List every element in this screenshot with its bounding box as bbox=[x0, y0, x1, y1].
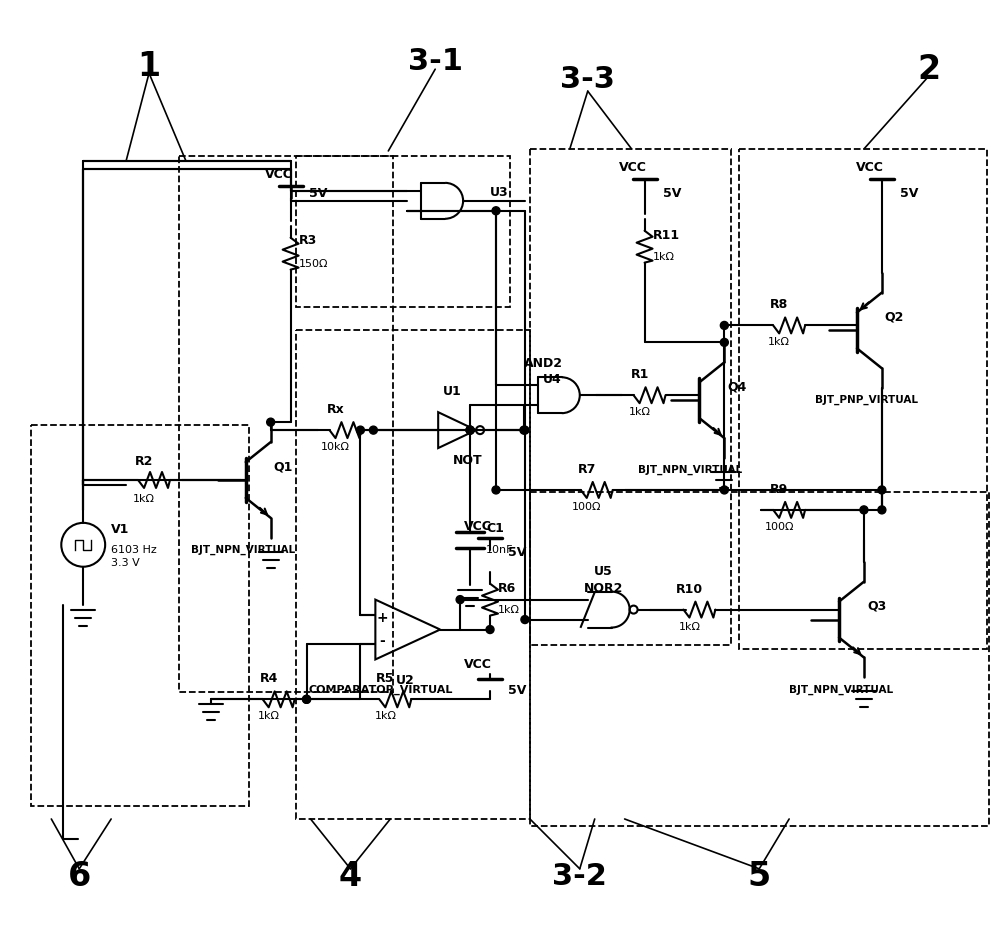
Text: NOR2: NOR2 bbox=[584, 582, 623, 595]
Text: 4: 4 bbox=[339, 860, 362, 893]
Circle shape bbox=[521, 426, 529, 434]
Text: U1: U1 bbox=[443, 385, 462, 398]
Text: U5: U5 bbox=[594, 565, 613, 578]
Bar bbox=[31, 425, 249, 806]
Text: U3: U3 bbox=[490, 186, 509, 199]
Text: 5V: 5V bbox=[663, 187, 681, 200]
Text: 5V: 5V bbox=[508, 684, 526, 698]
Circle shape bbox=[303, 696, 311, 703]
Circle shape bbox=[520, 426, 528, 434]
Text: 10nF: 10nF bbox=[486, 545, 514, 555]
Circle shape bbox=[267, 418, 275, 426]
Text: 100Ω: 100Ω bbox=[764, 522, 794, 531]
Text: VCC: VCC bbox=[856, 160, 884, 174]
Text: Q3: Q3 bbox=[867, 599, 886, 613]
Text: VCC: VCC bbox=[265, 168, 293, 181]
Text: Q4: Q4 bbox=[727, 380, 747, 394]
Bar bbox=[296, 156, 510, 308]
Text: 5V: 5V bbox=[508, 546, 526, 559]
Text: R4: R4 bbox=[259, 672, 278, 685]
Circle shape bbox=[492, 207, 500, 214]
Text: U2: U2 bbox=[396, 674, 415, 687]
Text: BJT_NPN_VIRTUAL: BJT_NPN_VIRTUAL bbox=[789, 684, 893, 695]
Text: R5: R5 bbox=[376, 672, 395, 685]
Text: 10kΩ: 10kΩ bbox=[321, 442, 350, 452]
Circle shape bbox=[466, 426, 474, 434]
Text: 100Ω: 100Ω bbox=[572, 502, 601, 512]
Text: 3-3: 3-3 bbox=[560, 64, 615, 93]
Text: 1kΩ: 1kΩ bbox=[133, 494, 155, 504]
Text: 5: 5 bbox=[748, 860, 771, 893]
Text: U4: U4 bbox=[542, 373, 561, 386]
Text: COMPARATOR_VIRTUAL: COMPARATOR_VIRTUAL bbox=[308, 684, 453, 695]
Text: 1kΩ: 1kΩ bbox=[653, 252, 675, 261]
Circle shape bbox=[356, 426, 364, 434]
Text: -: - bbox=[379, 634, 385, 649]
Text: 2: 2 bbox=[917, 53, 940, 86]
Circle shape bbox=[878, 506, 886, 514]
Text: C1: C1 bbox=[486, 522, 504, 535]
Circle shape bbox=[720, 322, 728, 329]
Circle shape bbox=[720, 486, 728, 494]
Text: 5V: 5V bbox=[900, 187, 918, 200]
Text: VCC: VCC bbox=[464, 520, 492, 532]
Text: 6: 6 bbox=[68, 860, 91, 893]
Text: +: + bbox=[377, 611, 388, 625]
Text: 1kΩ: 1kΩ bbox=[678, 621, 700, 632]
Bar bbox=[530, 492, 989, 826]
Text: R6: R6 bbox=[498, 582, 516, 595]
Text: R9: R9 bbox=[770, 483, 788, 496]
Text: 3-2: 3-2 bbox=[552, 862, 607, 891]
Text: V1: V1 bbox=[111, 523, 130, 536]
Circle shape bbox=[720, 338, 728, 346]
Text: 1: 1 bbox=[137, 50, 161, 83]
Circle shape bbox=[492, 486, 500, 494]
Text: R8: R8 bbox=[770, 298, 788, 312]
Text: 3.3 V: 3.3 V bbox=[111, 558, 140, 567]
Text: 1kΩ: 1kΩ bbox=[629, 407, 651, 417]
Text: R10: R10 bbox=[676, 582, 703, 596]
Text: VCC: VCC bbox=[619, 160, 647, 174]
Text: 3-1: 3-1 bbox=[408, 46, 463, 76]
Text: NOT: NOT bbox=[453, 454, 483, 467]
Text: BJT_NPN_VIRTUAL: BJT_NPN_VIRTUAL bbox=[638, 465, 742, 475]
Text: Rx: Rx bbox=[327, 403, 344, 416]
Text: R11: R11 bbox=[653, 228, 680, 242]
Text: R3: R3 bbox=[299, 234, 317, 246]
Circle shape bbox=[878, 486, 886, 494]
Text: Q1: Q1 bbox=[274, 460, 293, 473]
Text: Q2: Q2 bbox=[885, 311, 904, 324]
Circle shape bbox=[456, 596, 464, 603]
Text: VCC: VCC bbox=[464, 658, 492, 671]
Bar bbox=[179, 156, 393, 692]
Circle shape bbox=[521, 615, 529, 624]
Text: 6103 Hz: 6103 Hz bbox=[111, 545, 157, 555]
Circle shape bbox=[369, 426, 377, 434]
Bar bbox=[296, 330, 530, 819]
Circle shape bbox=[466, 426, 474, 434]
Text: 1kΩ: 1kΩ bbox=[258, 711, 280, 721]
Text: R1: R1 bbox=[630, 368, 649, 381]
Circle shape bbox=[303, 696, 311, 703]
Text: 1kΩ: 1kΩ bbox=[768, 337, 790, 347]
Text: AND2: AND2 bbox=[524, 358, 563, 370]
Text: BJT_PNP_VIRTUAL: BJT_PNP_VIRTUAL bbox=[815, 396, 918, 406]
Bar bbox=[530, 149, 731, 646]
Text: 5V: 5V bbox=[309, 187, 327, 200]
Text: 150Ω: 150Ω bbox=[299, 259, 328, 269]
Text: R2: R2 bbox=[135, 455, 153, 468]
Circle shape bbox=[486, 626, 494, 633]
Text: R7: R7 bbox=[578, 463, 596, 476]
Text: 1kΩ: 1kΩ bbox=[498, 604, 520, 615]
Circle shape bbox=[860, 506, 868, 514]
Text: BJT_NPN_VIRTUAL: BJT_NPN_VIRTUAL bbox=[191, 545, 295, 555]
Text: 1kΩ: 1kΩ bbox=[374, 711, 396, 721]
Circle shape bbox=[466, 426, 474, 434]
Bar bbox=[739, 149, 987, 649]
